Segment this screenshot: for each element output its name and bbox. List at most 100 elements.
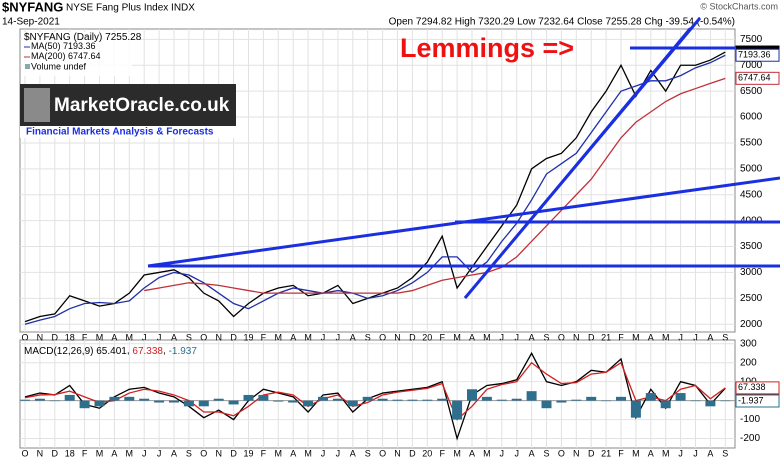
last-value-box: [735, 48, 780, 62]
x-tick-label: 20: [422, 448, 432, 458]
histogram-bar: [183, 400, 194, 407]
histogram-bar: [169, 400, 179, 403]
x-tick-label: J: [321, 332, 326, 342]
macd-panel: [19, 339, 736, 449]
x-tick-label: D: [52, 448, 59, 458]
legend-volume: Volume undef: [31, 61, 87, 71]
y-tick-label: 3500: [740, 241, 763, 252]
x-tick-label: D: [409, 448, 416, 458]
histogram-bar: [109, 396, 120, 401]
x-tick-label: A: [648, 448, 654, 458]
x-tick-label: D: [230, 448, 237, 458]
x-tick-label: J: [336, 448, 341, 458]
credit: © StockCharts.com: [700, 1, 778, 11]
x-tick-label: N: [573, 332, 580, 342]
legend-ma200: MA(200) 6747.64: [31, 51, 101, 61]
x-tick-label: N: [37, 448, 44, 458]
quote: Open 7294.82 High 7320.29 Low 7232.64 Cl…: [389, 17, 735, 28]
x-tick-label: O: [379, 332, 386, 342]
x-tick-label: O: [558, 332, 565, 342]
histogram-bar: [645, 393, 656, 401]
histogram-bar: [526, 391, 537, 401]
y-tick-label: 4500: [740, 189, 763, 200]
histogram-bar: [660, 400, 671, 409]
histogram-bar: [437, 398, 448, 401]
histogram-bar: [243, 394, 254, 401]
histogram-bar: [720, 400, 731, 402]
x-tick-label: 21: [601, 448, 611, 458]
histogram-bar: [601, 400, 612, 402]
logo: MarketOracle.co.uk: [54, 95, 230, 116]
x-tick-label: A: [350, 448, 356, 458]
x-tick-label: F: [261, 332, 267, 342]
histogram-bar: [452, 400, 463, 420]
histogram-bar: [556, 400, 567, 403]
histogram-bar: [79, 400, 90, 409]
y-tick-label: 200: [740, 357, 757, 368]
x-tick-label: M: [632, 448, 640, 458]
x-tick-label: A: [529, 448, 535, 458]
symbol: $NYFANG: [2, 0, 63, 14]
histogram-bar: [198, 400, 209, 407]
histogram-bar: [392, 399, 403, 401]
last-value-box: [735, 394, 780, 408]
x-tick-label: M: [483, 448, 491, 458]
x-tick-label: S: [722, 448, 728, 458]
x-tick-label: 21: [601, 332, 611, 342]
x-tick-label: A: [350, 332, 356, 342]
x-tick-label: F: [618, 332, 624, 342]
x-tick-label: J: [500, 448, 505, 458]
x-tick-label: J: [693, 332, 698, 342]
histogram-bar: [571, 399, 582, 401]
x-tick-label: A: [111, 332, 117, 342]
x-tick-label: 18: [65, 448, 75, 458]
x-tick-label: J: [142, 448, 147, 458]
x-tick-label: A: [290, 332, 296, 342]
y-tick-label: 300: [740, 338, 757, 349]
x-tick-label: M: [483, 332, 491, 342]
x-tick-label: A: [648, 332, 654, 342]
last-value-box: [735, 71, 780, 85]
x-tick-label: M: [275, 448, 283, 458]
x-tick-label: N: [215, 448, 222, 458]
histogram-bar: [511, 398, 522, 401]
histogram-bar: [318, 396, 328, 401]
legend-ma50: MA(50) 7193.36: [31, 41, 96, 51]
x-tick-label: F: [439, 448, 445, 458]
histogram-bar: [49, 400, 60, 402]
x-tick-label: A: [707, 332, 713, 342]
histogram-bar: [20, 399, 30, 401]
x-tick-label: S: [186, 332, 192, 342]
x-tick-label: F: [439, 332, 445, 342]
x-tick-label: M: [662, 332, 670, 342]
x-tick-label: A: [707, 448, 713, 458]
series-line: [24, 361, 726, 421]
histogram-bar: [139, 398, 150, 401]
histogram-bar: [347, 400, 358, 407]
x-tick-label: A: [529, 332, 535, 342]
histogram-bar: [228, 400, 239, 405]
x-tick-label: F: [618, 448, 624, 458]
y-tick-label: -100: [740, 414, 760, 425]
x-tick-label: S: [722, 332, 728, 342]
x-tick-label: N: [573, 448, 580, 458]
x-tick-label: J: [142, 332, 147, 342]
histogram-bar: [467, 389, 477, 401]
y-tick-label: -200: [740, 433, 760, 444]
y-tick-label: 7500: [740, 34, 763, 45]
x-tick-label: J: [500, 332, 505, 342]
histogram-bar: [690, 400, 701, 402]
x-tick-label: D: [409, 332, 416, 342]
histogram-bar: [407, 399, 418, 401]
x-tick-label: D: [588, 448, 595, 458]
histogram-bar: [303, 400, 314, 407]
x-tick-label: M: [453, 448, 461, 458]
histogram-bar: [258, 394, 269, 401]
index-name: NYSE Fang Plus Index INDX: [66, 3, 195, 14]
x-tick-label: S: [365, 332, 371, 342]
histogram-bar: [377, 398, 388, 401]
series-line: [144, 77, 726, 294]
y-tick-label: 5500: [740, 138, 763, 149]
histogram-bar: [422, 399, 433, 401]
